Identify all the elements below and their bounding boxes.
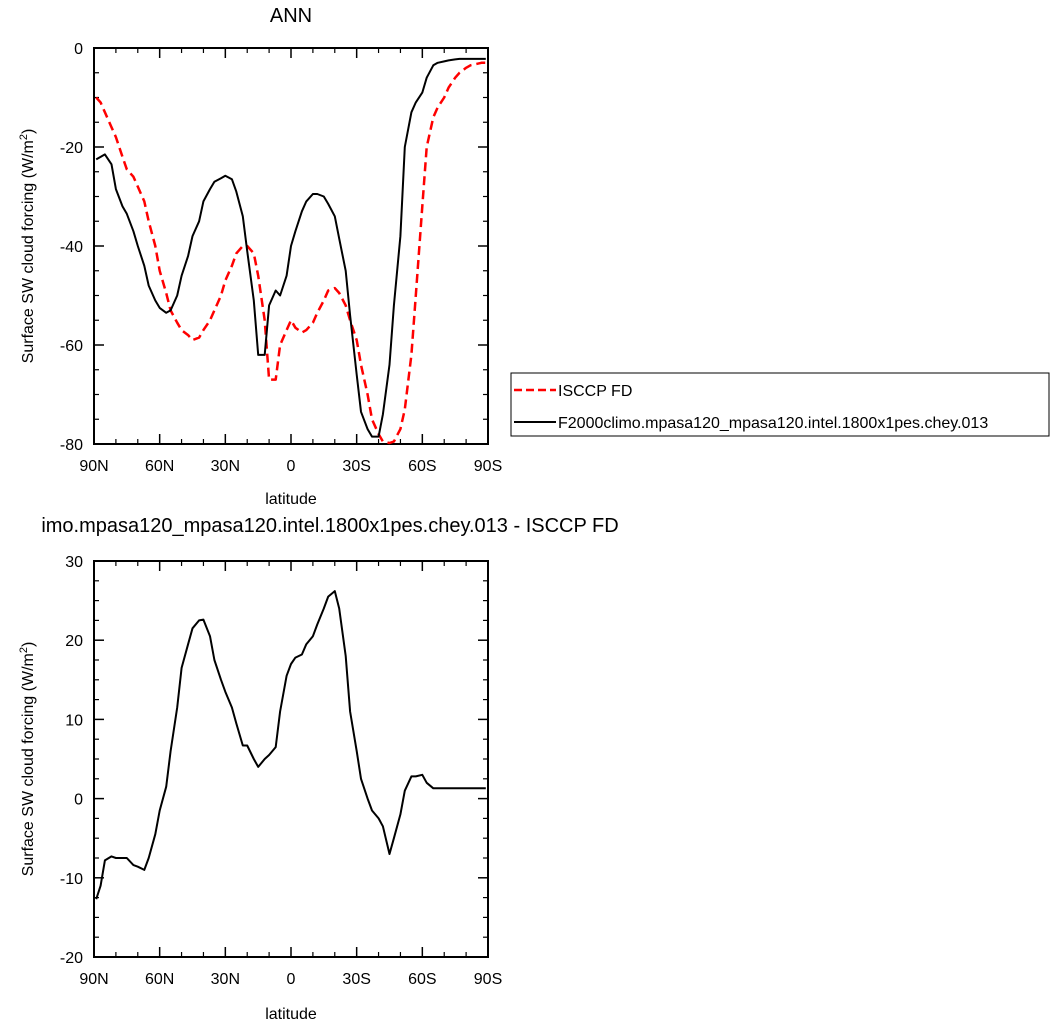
plot-frame [93, 560, 489, 958]
x-tick-label: 90N [79, 458, 108, 475]
y-tick-label: 0 [74, 41, 83, 58]
series-line-model [95, 57, 486, 438]
y-tick-label: -60 [60, 338, 83, 355]
x-tick-label: 60S [408, 971, 436, 988]
y-axis-label: Surface SW cloud forcing (W/m2) [18, 642, 37, 877]
y-tick-label: 10 [65, 712, 83, 729]
y-tick-label: -40 [60, 239, 83, 256]
y-tick-label: -10 [60, 871, 83, 888]
x-tick-label: 30S [342, 971, 370, 988]
y-tick-label: -20 [60, 140, 83, 157]
legend-box [510, 372, 1050, 437]
y-tick-label: 20 [65, 633, 83, 650]
series-line-model [95, 590, 486, 900]
chart-title: ANN [270, 5, 312, 27]
y-tick-label: -80 [60, 437, 83, 454]
bottom-panel: imo.mpasa120_mpasa120.intel.1800x1pes.ch… [18, 515, 619, 1023]
x-axis-label: latitude [265, 491, 317, 508]
series-lines [95, 590, 486, 900]
axis-ticks: 90N 60N 30N 0 30S 60S 90S 0 -20 -40 -60 -80 [60, 41, 502, 475]
y-axis-label: Surface SW cloud forcing (W/m2) [18, 129, 37, 364]
x-tick-label: 0 [287, 458, 296, 475]
x-tick-label: 90N [79, 971, 108, 988]
axis-ticks: 90N 60N 30N 0 30S 60S 90S 30 20 10 0 -10 -20 [60, 554, 502, 988]
legend-label-model: F2000climo.mpasa120_mpasa120.intel.1800x… [558, 415, 988, 432]
top-panel: ANN 90N 60N 30N 0 30S 60S 90S 0 -20 -40 -60 -80 lat… [18, 5, 1050, 508]
y-tick-label: 0 [74, 792, 83, 809]
x-tick-label: 0 [287, 971, 296, 988]
legend-label-isccp: ISCCP FD [558, 383, 632, 400]
series-line-isccp [95, 61, 486, 445]
series-lines [95, 57, 486, 445]
x-tick-label: 60N [145, 458, 174, 475]
x-tick-label: 60N [145, 971, 174, 988]
x-tick-label: 60S [408, 458, 436, 475]
x-tick-label: 90S [474, 971, 502, 988]
y-tick-label: 30 [65, 554, 83, 571]
x-tick-label: 30N [211, 971, 240, 988]
x-tick-label: 30S [342, 458, 370, 475]
x-tick-label: 30N [211, 458, 240, 475]
x-axis-label: latitude [265, 1006, 317, 1023]
legend: ISCCP FD F2000climo.mpasa120_mpasa120.in… [510, 372, 1050, 437]
y-tick-label: -20 [60, 950, 83, 967]
chart-title: imo.mpasa120_mpasa120.intel.1800x1pes.ch… [41, 515, 618, 537]
x-tick-label: 90S [474, 458, 502, 475]
